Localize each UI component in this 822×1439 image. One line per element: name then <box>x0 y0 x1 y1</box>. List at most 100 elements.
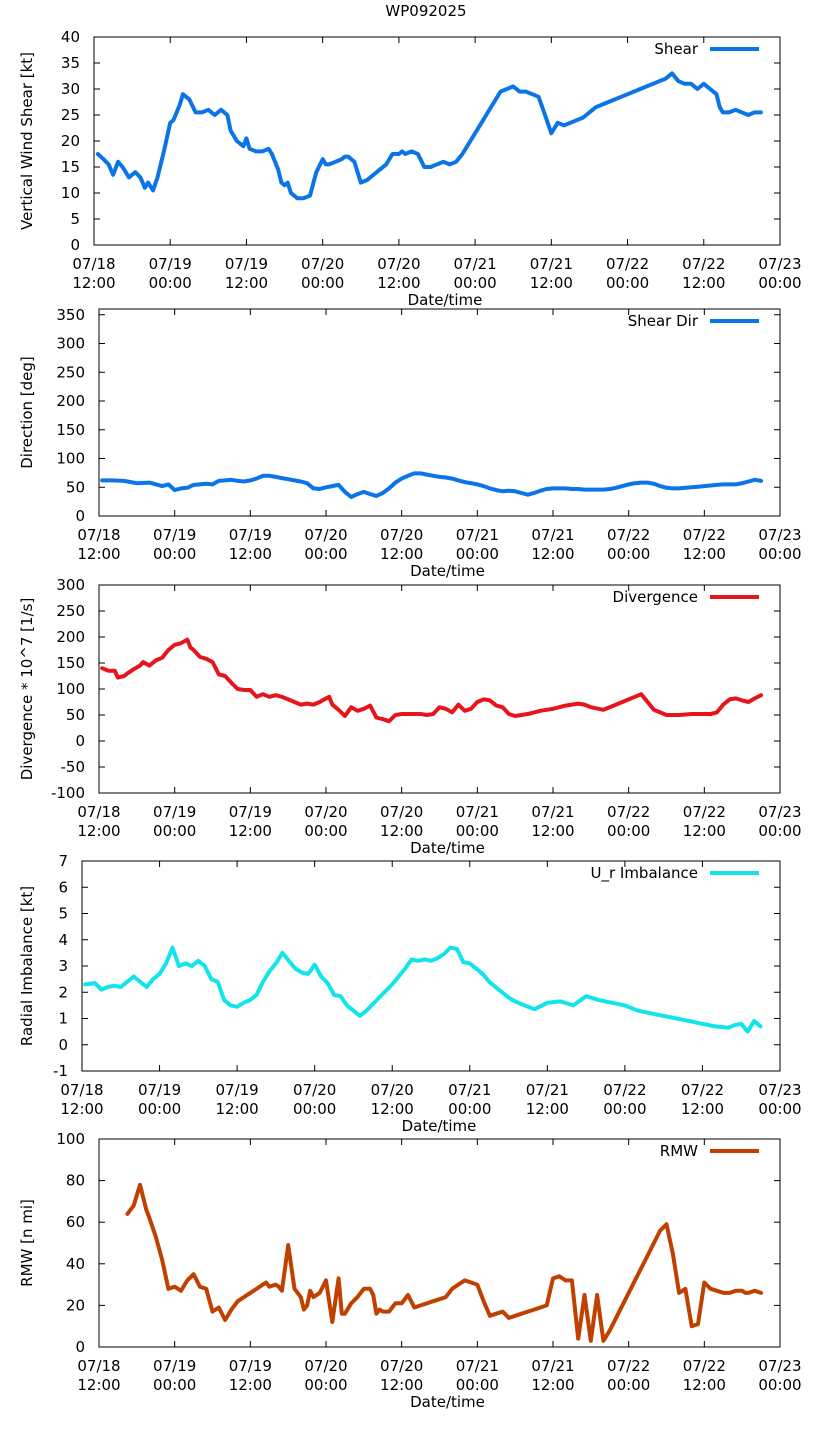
x-tick-label: 12:00 <box>72 274 115 292</box>
x-tick-label: 07/22 <box>683 1357 726 1375</box>
x-tick-label: 00:00 <box>606 274 649 292</box>
x-tick-label: 00:00 <box>304 822 347 840</box>
x-tick-label: 07/21 <box>530 255 573 273</box>
x-axis-label: Date/time <box>402 1117 477 1135</box>
x-tick-label: 00:00 <box>758 1100 801 1118</box>
x-tick-label: 07/19 <box>229 1357 272 1375</box>
legend-label: Divergence <box>613 588 698 606</box>
x-tick-label: 12:00 <box>225 274 268 292</box>
y-tick-label: 150 <box>56 654 85 672</box>
x-tick-label: 07/20 <box>304 526 347 544</box>
x-tick-label: 12:00 <box>380 822 423 840</box>
figure-title: WP092025 <box>385 2 466 20</box>
y-tick-label: 1 <box>58 1010 68 1028</box>
x-tick-label: 07/23 <box>758 1357 801 1375</box>
y-axis-label: Direction [deg] <box>18 356 36 469</box>
x-tick-label: 07/19 <box>153 803 196 821</box>
y-tick-label: 3 <box>58 957 68 975</box>
y-tick-label: 0 <box>75 732 85 750</box>
y-tick-label: 35 <box>61 54 80 72</box>
x-tick-label: 12:00 <box>683 545 726 563</box>
x-tick-label: 07/22 <box>607 1357 650 1375</box>
x-tick-label: 12:00 <box>531 822 574 840</box>
x-tick-label: 07/22 <box>607 803 650 821</box>
x-tick-label: 12:00 <box>531 1376 574 1394</box>
x-tick-label: 07/20 <box>293 1081 336 1099</box>
y-tick-label: 350 <box>56 306 85 324</box>
x-tick-label: 12:00 <box>682 274 725 292</box>
y-tick-label: 20 <box>66 1296 85 1314</box>
x-tick-label: 07/20 <box>380 803 423 821</box>
x-tick-label: 12:00 <box>229 545 272 563</box>
legend-label: Shear Dir <box>628 312 699 330</box>
y-tick-label: -50 <box>61 758 86 776</box>
x-tick-label: 07/22 <box>682 255 725 273</box>
x-tick-label: 12:00 <box>77 545 120 563</box>
x-tick-label: 07/22 <box>603 1081 646 1099</box>
x-tick-label: 00:00 <box>304 545 347 563</box>
x-tick-label: 00:00 <box>607 545 650 563</box>
x-tick-label: 07/19 <box>153 1357 196 1375</box>
y-tick-label: -1 <box>53 1062 68 1080</box>
chart-panel-1: 051015202530354007/1812:0007/1900:0007/1… <box>18 28 802 309</box>
x-tick-label: 07/21 <box>531 1357 574 1375</box>
x-tick-label: 00:00 <box>758 274 801 292</box>
chart-panels: 051015202530354007/1812:0007/1900:0007/1… <box>18 28 802 1411</box>
x-tick-label: 12:00 <box>530 274 573 292</box>
x-tick-label: 00:00 <box>149 274 192 292</box>
x-tick-label: 07/20 <box>380 526 423 544</box>
x-tick-label: 00:00 <box>153 545 196 563</box>
x-tick-label: 07/22 <box>683 803 726 821</box>
y-tick-label: 80 <box>66 1172 85 1190</box>
plot-frame <box>98 584 781 794</box>
series-line-u-r-imbalance <box>83 945 763 1034</box>
x-tick-label: 12:00 <box>531 545 574 563</box>
x-tick-label: 07/18 <box>60 1081 103 1099</box>
x-tick-label: 12:00 <box>77 822 120 840</box>
y-tick-label: 5 <box>58 905 68 923</box>
plot-frame <box>98 1138 781 1348</box>
x-tick-label: 00:00 <box>453 274 496 292</box>
y-axis-label: RMW [n mi] <box>18 1199 36 1287</box>
y-tick-label: -100 <box>51 784 85 802</box>
y-tick-label: 2 <box>58 983 68 1001</box>
x-tick-label: 12:00 <box>683 822 726 840</box>
x-tick-label: 00:00 <box>448 1100 491 1118</box>
y-axis-label: Vertical Wind Shear [kt] <box>18 52 36 230</box>
x-tick-label: 00:00 <box>301 274 344 292</box>
x-tick-label: 00:00 <box>153 1376 196 1394</box>
x-tick-label: 07/20 <box>377 255 420 273</box>
y-tick-label: 0 <box>70 236 80 254</box>
x-axis-label: Date/time <box>410 839 485 857</box>
series-line-divergence <box>100 637 764 724</box>
x-tick-label: 07/20 <box>304 1357 347 1375</box>
y-tick-label: 40 <box>61 28 80 46</box>
x-tick-label: 12:00 <box>215 1100 258 1118</box>
x-tick-label: 07/22 <box>683 526 726 544</box>
y-tick-label: 300 <box>56 576 85 594</box>
x-tick-label: 07/21 <box>456 1357 499 1375</box>
x-tick-label: 00:00 <box>293 1100 336 1118</box>
x-tick-label: 07/19 <box>229 526 272 544</box>
y-tick-label: 6 <box>58 878 68 896</box>
x-tick-label: 07/18 <box>77 803 120 821</box>
x-tick-label: 07/19 <box>215 1081 258 1099</box>
y-tick-label: 60 <box>66 1213 85 1231</box>
x-tick-label: 12:00 <box>683 1376 726 1394</box>
x-axis-label: Date/time <box>408 291 483 309</box>
x-tick-label: 07/20 <box>301 255 344 273</box>
x-tick-label: 07/18 <box>77 526 120 544</box>
x-tick-label: 00:00 <box>758 822 801 840</box>
y-tick-label: 200 <box>56 392 85 410</box>
x-tick-label: 07/21 <box>456 803 499 821</box>
chart-panel-5: 02040608010007/1812:0007/1900:0007/1912:… <box>18 1130 802 1411</box>
y-tick-label: 5 <box>70 210 80 228</box>
y-tick-label: 40 <box>66 1255 85 1273</box>
legend-label: RMW <box>660 1142 698 1160</box>
y-tick-label: 250 <box>56 363 85 381</box>
legend-label: U_r Imbalance <box>590 864 698 883</box>
y-axis-label: Radial Imbalance [kt] <box>18 886 36 1046</box>
y-tick-label: 25 <box>61 106 80 124</box>
